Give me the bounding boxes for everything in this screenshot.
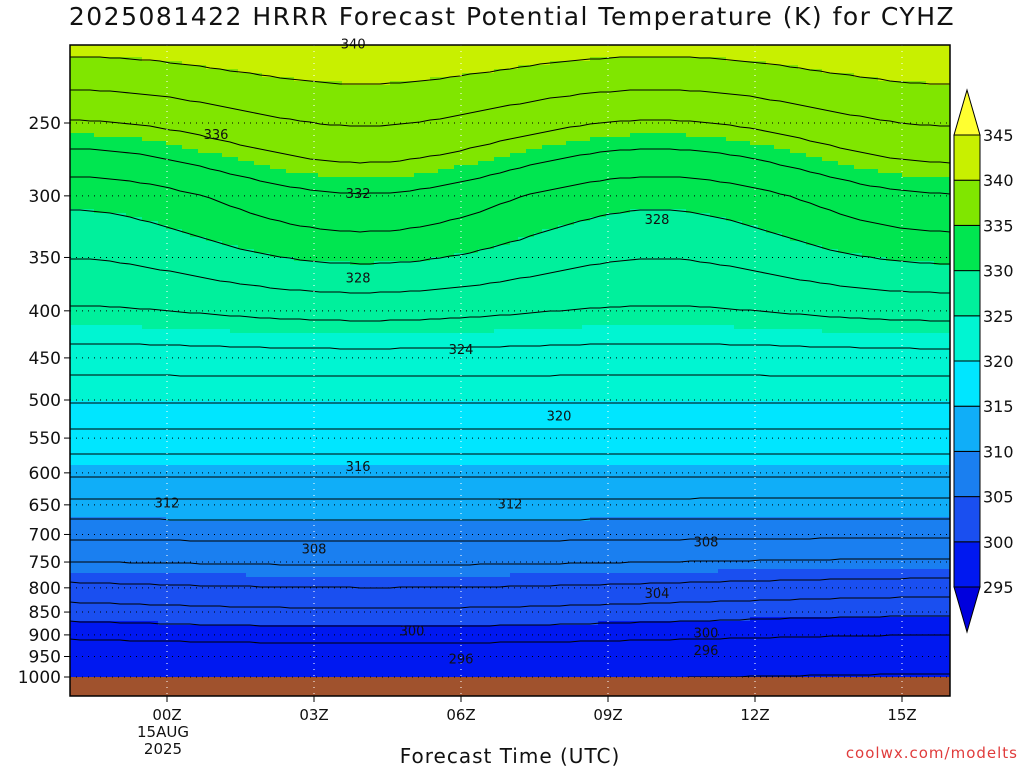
colorbar-label: 340 (983, 171, 1014, 190)
y-axis: 250 300 350 400 450 500 550 600 650 700 750 800 850 9… (18, 114, 70, 688)
colorbar-label: 310 (983, 442, 1014, 461)
colorbar-segment (953, 450, 981, 498)
colorbar-label: 305 (983, 488, 1014, 507)
colorbar-segment (953, 541, 981, 588)
colorbar-label: 295 (983, 578, 1014, 597)
y-tick-label: 450 (29, 349, 61, 369)
color-fill-layer (70, 45, 950, 696)
plot-frame (69, 44, 951, 697)
y-tick-label: 650 (29, 496, 61, 516)
y-tick-label: 800 (29, 579, 61, 599)
colorbar-segment (953, 270, 981, 317)
x-tick-label: 06Z (446, 706, 475, 724)
terrain-band (70, 677, 950, 696)
contour-label: 320 (547, 410, 572, 425)
y-tick-label: 400 (29, 302, 61, 322)
x-axis-label: Forecast Time (UTC) (399, 744, 621, 768)
y-tick-label: 700 (29, 525, 61, 545)
colorbar-segment (953, 179, 981, 226)
credit-text: coolwx.com/modelts (845, 744, 1018, 762)
y-tick-label: 850 (29, 603, 61, 623)
x-tick-sublabel: 2025 (144, 740, 182, 758)
colorbar-extend-bottom (953, 586, 981, 634)
contour-label: 308 (302, 542, 327, 557)
x-tick-label: 15Z (887, 706, 916, 724)
colorbar-label: 345 (983, 126, 1014, 145)
colorbar: 295 300 305 310 315 320 325 330 335 340 345 (953, 88, 1014, 634)
x-tick-label: 09Z (593, 706, 622, 724)
y-tick-label: 550 (29, 429, 61, 449)
contour-label: 304 (645, 587, 670, 602)
y-tick-label: 250 (29, 114, 61, 134)
y-tick-label: 1000 (18, 668, 61, 688)
contour-label: 296 (449, 653, 474, 668)
contour-label: 336 (204, 128, 229, 143)
contour-label: 328 (346, 272, 371, 287)
y-tick-label: 750 (29, 553, 61, 573)
y-tick-label: 350 (29, 248, 61, 268)
contour-label: 312 (498, 498, 523, 513)
colorbar-segment (953, 360, 981, 407)
contour-lines (70, 56, 950, 681)
y-tick-label: 600 (29, 464, 61, 484)
x-tick-label: 12Z (740, 706, 769, 724)
y-tick-label: 950 (29, 648, 61, 668)
contour-label: 300 (694, 627, 719, 642)
y-tick-label: 500 (29, 391, 61, 411)
colorbar-segment (953, 496, 981, 543)
contour-label: 332 (346, 187, 371, 202)
colorbar-label: 325 (983, 307, 1014, 326)
colorbar-extend-top (953, 88, 981, 136)
colorbar-label: 300 (983, 533, 1014, 552)
y-tick-label: 900 (29, 626, 61, 646)
colorbar-segment (953, 315, 981, 362)
colorbar-label: 315 (983, 397, 1014, 416)
contour-label: 296 (694, 644, 719, 659)
contour-label: 308 (694, 535, 719, 550)
colorbar-segment (953, 224, 981, 272)
grid-lines (70, 45, 950, 696)
x-tick-label: 00Z (152, 706, 181, 724)
x-tick-sublabel: 15AUG (137, 723, 189, 741)
chart-title: 2025081422 HRRR Forecast Potential Tempe… (68, 2, 956, 31)
colorbar-segment (953, 134, 981, 181)
contour-label: 300 (400, 624, 425, 639)
colorbar-label: 330 (983, 262, 1014, 281)
contour-label: 316 (346, 460, 371, 475)
contour-label: 328 (645, 213, 670, 228)
colorbar-segment (953, 405, 981, 452)
y-tick-label: 300 (29, 187, 61, 207)
colorbar-label: 335 (983, 216, 1014, 235)
contour-label: 312 (155, 496, 180, 511)
colorbar-label: 320 (983, 352, 1014, 371)
x-tick-label: 03Z (299, 706, 328, 724)
contour-label: 324 (449, 343, 474, 358)
